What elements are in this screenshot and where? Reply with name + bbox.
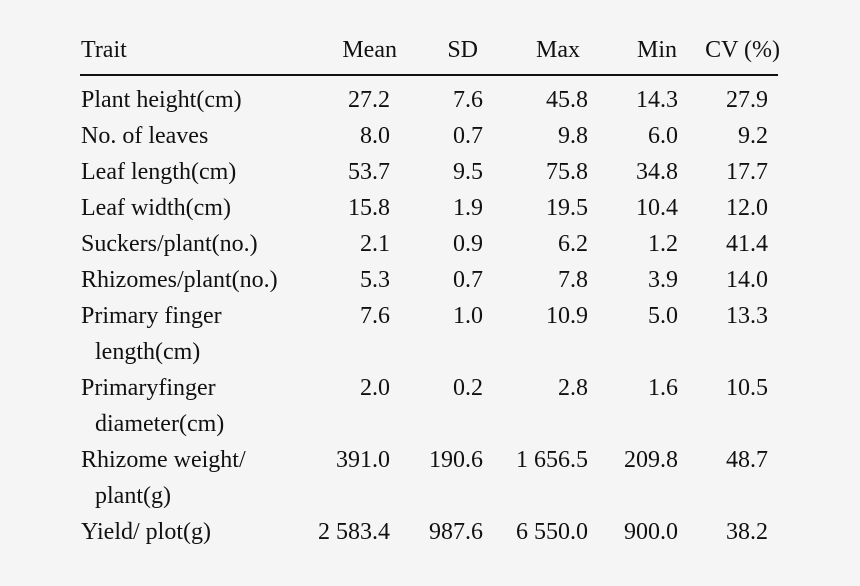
trait-cell: Primaryfinger diameter(cm): [81, 370, 311, 442]
trait-cell: Primary finger length(cm): [81, 298, 311, 370]
header-sd: SD: [447, 37, 478, 63]
sd-cell: 1.9: [453, 195, 483, 221]
mean-cell: 8.0: [360, 123, 390, 149]
trait-cell: Rhizomes/plant(no.): [81, 262, 311, 298]
trait-cell: Leaf width(cm): [81, 190, 311, 226]
max-cell: 45.8: [546, 87, 588, 113]
mean-cell: 5.3: [360, 267, 390, 293]
mean-cell: 2.0: [360, 375, 390, 401]
cv-cell: 41.4: [726, 231, 768, 257]
mean-cell: 2.1: [360, 231, 390, 257]
mean-cell: 15.8: [348, 195, 390, 221]
trait-label: Yield/ plot(g): [81, 519, 211, 545]
mean-cell: 53.7: [348, 159, 390, 185]
mean-cell: 27.2: [348, 87, 390, 113]
cv-cell: 27.9: [726, 87, 768, 113]
trait-cell: Plant height(cm): [81, 82, 311, 118]
trait-cell: No. of leaves: [81, 118, 311, 154]
sd-cell: 9.5: [453, 159, 483, 185]
max-cell: 2.8: [558, 375, 588, 401]
mean-cell: 7.6: [360, 303, 390, 329]
mean-cell: 391.0: [336, 447, 390, 473]
cv-cell: 13.3: [726, 303, 768, 329]
sd-cell: 0.9: [453, 231, 483, 257]
sd-cell: 7.6: [453, 87, 483, 113]
min-cell: 6.0: [648, 123, 678, 149]
sd-cell: 0.2: [453, 375, 483, 401]
max-cell: 10.9: [546, 303, 588, 329]
max-cell: 7.8: [558, 267, 588, 293]
min-cell: 34.8: [636, 159, 678, 185]
trait-cell: Leaf length(cm): [81, 154, 311, 190]
max-cell: 1 656.5: [516, 447, 588, 473]
trait-label-continuation: diameter(cm): [95, 411, 225, 437]
trait-label: Primaryfinger: [81, 375, 216, 401]
sd-cell: 1.0: [453, 303, 483, 329]
mean-cell: 2 583.4: [318, 519, 390, 545]
cv-cell: 9.2: [738, 123, 768, 149]
min-cell: 1.6: [648, 375, 678, 401]
min-cell: 14.3: [636, 87, 678, 113]
trait-label: Rhizomes/plant(no.): [81, 267, 278, 293]
trait-label-continuation: plant(g): [95, 483, 171, 509]
sd-cell: 0.7: [453, 123, 483, 149]
max-cell: 19.5: [546, 195, 588, 221]
header-trait: Trait: [81, 37, 127, 63]
min-cell: 1.2: [648, 231, 678, 257]
trait-label: Leaf width(cm): [81, 195, 231, 221]
header-rule: [80, 74, 778, 76]
trait-label: Rhizome weight/: [81, 447, 246, 473]
trait-label: No. of leaves: [81, 123, 209, 149]
min-cell: 10.4: [636, 195, 678, 221]
trait-label: Suckers/plant(no.): [81, 231, 258, 257]
max-cell: 6.2: [558, 231, 588, 257]
sd-cell: 0.7: [453, 267, 483, 293]
header-max: Max: [536, 37, 580, 63]
header-mean: Mean: [342, 37, 397, 63]
min-cell: 5.0: [648, 303, 678, 329]
max-cell: 75.8: [546, 159, 588, 185]
min-cell: 900.0: [624, 519, 678, 545]
sd-cell: 190.6: [429, 447, 483, 473]
cv-cell: 14.0: [726, 267, 768, 293]
cv-cell: 38.2: [726, 519, 768, 545]
sd-cell: 987.6: [429, 519, 483, 545]
cv-cell: 10.5: [726, 375, 768, 401]
cv-cell: 17.7: [726, 159, 768, 185]
cv-cell: 48.7: [726, 447, 768, 473]
trait-label: Primary finger: [81, 303, 222, 329]
cv-cell: 12.0: [726, 195, 768, 221]
min-cell: 209.8: [624, 447, 678, 473]
header-min: Min: [636, 37, 677, 63]
header-cv: CV (%): [705, 37, 780, 63]
trait-cell: Suckers/plant(no.): [81, 226, 311, 262]
trait-label: Plant height(cm): [81, 87, 242, 113]
trait-cell: Yield/ plot(g): [81, 514, 311, 550]
min-cell: 3.9: [648, 267, 678, 293]
trait-cell: Rhizome weight/ plant(g): [81, 442, 311, 514]
max-cell: 6 550.0: [516, 519, 588, 545]
trait-label: Leaf length(cm): [81, 159, 237, 185]
trait-label-continuation: length(cm): [95, 339, 201, 365]
max-cell: 9.8: [558, 123, 588, 149]
